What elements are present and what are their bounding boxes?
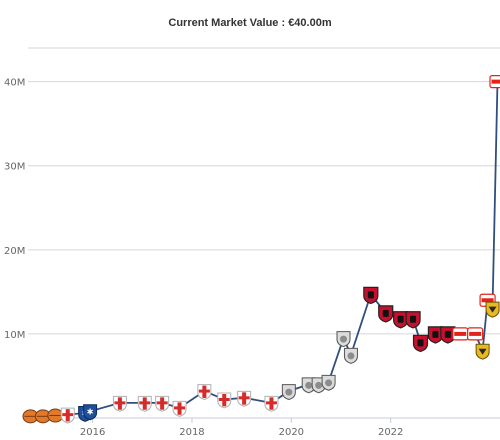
x-tick-label: 2018 [179, 427, 204, 438]
club-badge-red-black-icon[interactable] [363, 286, 379, 305]
club-badge-red-white-icon[interactable] [264, 395, 279, 412]
x-tick-label: 2016 [80, 427, 105, 438]
club-badge-grey-icon[interactable] [336, 331, 351, 348]
club-badge-vfb-icon[interactable] [452, 327, 469, 341]
club-badge-red-white-icon[interactable] [60, 407, 75, 424]
club-badge-orange-icon[interactable] [34, 409, 51, 424]
club-badge-yellow-icon[interactable] [475, 343, 490, 360]
x-tick-label: 2022 [378, 427, 403, 438]
club-badge-red-white-icon[interactable] [112, 395, 127, 412]
club-badge-red-black-icon[interactable] [378, 305, 394, 323]
club-badge-red-black-icon[interactable] [412, 334, 429, 353]
club-badge-grey-icon[interactable] [343, 347, 358, 364]
club-badge-markers: ✱✱ [22, 75, 500, 424]
club-badge-red-white-icon[interactable] [237, 390, 252, 407]
y-tick-label: 40M [4, 78, 25, 89]
chart-title: Current Market Value : €40.00m [168, 17, 331, 29]
svg-text:✱: ✱ [87, 407, 94, 416]
club-badge-vfb-icon[interactable] [467, 327, 484, 341]
club-badge-red-white-icon[interactable] [217, 392, 232, 409]
club-badge-grey-icon[interactable] [281, 384, 296, 401]
plot-area [28, 48, 500, 418]
club-badge-red-white-icon[interactable] [172, 400, 187, 417]
club-badge-vfb-icon[interactable] [489, 75, 500, 89]
y-axis-ticks: 10M 20M 30M 40M [4, 78, 25, 341]
club-badge-yellow-icon[interactable] [485, 301, 500, 318]
club-badge-red-black-icon[interactable] [405, 311, 421, 329]
club-badge-orange-icon[interactable] [47, 408, 64, 423]
x-axis-ticks: 2016 2018 2020 2022 [80, 418, 403, 438]
y-tick-label: 20M [4, 246, 25, 257]
y-tick-label: 30M [4, 162, 25, 173]
grid-lines [28, 47, 500, 419]
club-badge-red-white-icon[interactable] [155, 395, 170, 412]
club-badge-blue-icon[interactable]: ✱ [83, 404, 98, 421]
club-badge-grey-icon[interactable] [321, 374, 336, 391]
y-tick-label: 10M [4, 330, 25, 341]
club-badge-red-white-icon[interactable] [137, 395, 152, 412]
club-badge-red-white-icon[interactable] [197, 384, 212, 401]
x-tick-label: 2020 [279, 427, 304, 438]
